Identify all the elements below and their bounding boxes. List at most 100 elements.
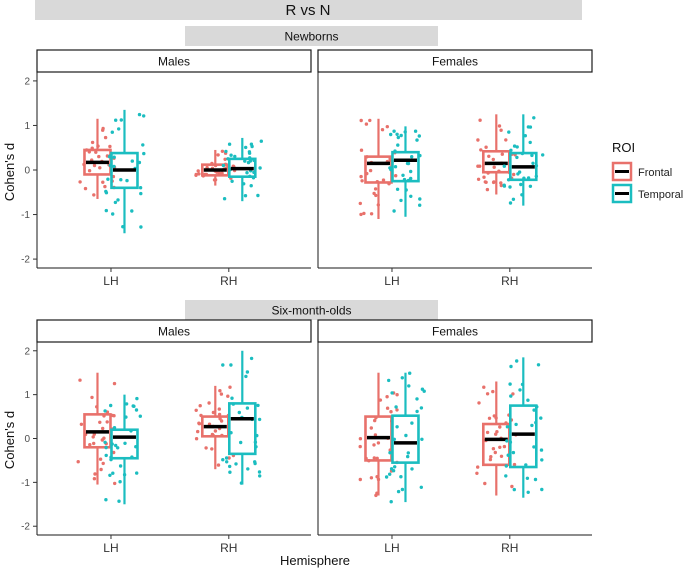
legend-item-frontal: Frontal bbox=[611, 161, 672, 182]
data-point bbox=[393, 165, 398, 169]
data-point bbox=[510, 484, 514, 489]
data-point bbox=[485, 430, 490, 435]
data-point bbox=[223, 157, 227, 161]
data-point bbox=[393, 465, 397, 469]
data-point bbox=[198, 404, 202, 408]
data-point bbox=[196, 169, 200, 173]
data-point bbox=[498, 425, 502, 429]
data-point bbox=[389, 132, 393, 137]
legend-label-temporal: Temporal bbox=[638, 189, 683, 201]
data-point bbox=[141, 143, 145, 147]
data-point bbox=[395, 393, 399, 397]
data-point bbox=[111, 212, 115, 216]
data-point bbox=[395, 425, 399, 429]
data-point bbox=[418, 203, 422, 207]
data-point bbox=[257, 470, 262, 474]
data-point bbox=[101, 128, 105, 132]
group-strip-label-newborns: Newborns bbox=[284, 30, 338, 44]
data-point bbox=[111, 471, 115, 475]
data-point bbox=[528, 140, 532, 145]
y-tick-label: 0 bbox=[24, 166, 30, 177]
data-point bbox=[399, 133, 403, 138]
data-point bbox=[400, 376, 404, 380]
data-point bbox=[504, 474, 508, 478]
data-point bbox=[92, 193, 96, 197]
data-point bbox=[539, 416, 543, 420]
data-point bbox=[373, 433, 378, 437]
data-point bbox=[396, 489, 401, 494]
data-point bbox=[216, 463, 221, 467]
data-point bbox=[482, 385, 486, 389]
six-month-olds-panel-group: Six-month-olds Males -2 -1 0 1 2 LH RH Females LH R… bbox=[21, 300, 593, 555]
facet-strip-males bbox=[36, 319, 312, 343]
data-point bbox=[389, 500, 393, 504]
data-point bbox=[419, 406, 424, 410]
data-point bbox=[499, 183, 503, 188]
data-point bbox=[514, 422, 518, 427]
y-tick-label: 1 bbox=[24, 390, 30, 401]
data-point bbox=[90, 140, 95, 145]
data-point bbox=[97, 154, 101, 159]
data-point bbox=[419, 485, 423, 489]
data-point bbox=[113, 200, 118, 205]
data-point bbox=[197, 172, 201, 176]
data-point bbox=[512, 172, 516, 177]
data-point bbox=[369, 212, 374, 216]
data-point bbox=[528, 125, 533, 129]
data-point bbox=[90, 395, 94, 400]
data-point bbox=[417, 134, 421, 138]
data-point bbox=[228, 464, 232, 469]
data-point bbox=[418, 197, 422, 201]
data-point bbox=[87, 169, 92, 173]
data-point bbox=[258, 166, 262, 170]
facet-strip-males bbox=[36, 49, 312, 73]
data-point bbox=[394, 174, 398, 178]
x-tick-label-lh: LH bbox=[103, 541, 118, 555]
data-point bbox=[530, 153, 534, 158]
data-point bbox=[234, 462, 238, 466]
data-point bbox=[504, 464, 508, 468]
data-point bbox=[491, 447, 496, 451]
data-point bbox=[139, 191, 143, 196]
data-point bbox=[499, 128, 503, 132]
data-point bbox=[112, 164, 116, 169]
box-males-lh-temporal bbox=[104, 109, 146, 234]
data-point bbox=[78, 378, 82, 382]
data-point bbox=[498, 445, 502, 449]
data-point bbox=[134, 408, 139, 412]
box-iqr bbox=[508, 404, 538, 469]
data-point bbox=[373, 187, 378, 191]
data-point bbox=[194, 173, 198, 177]
box-iqr bbox=[228, 402, 257, 456]
data-point bbox=[515, 145, 519, 149]
data-point bbox=[245, 406, 250, 410]
box-males-rh-frontal bbox=[194, 149, 237, 186]
box-males-rh-temporal bbox=[221, 350, 262, 485]
data-point bbox=[541, 153, 545, 157]
data-point bbox=[369, 476, 374, 480]
data-point bbox=[388, 451, 392, 455]
data-point bbox=[114, 118, 118, 122]
y-axis-title-six-month-olds: Cohen's d bbox=[2, 411, 17, 469]
newborns-panel-group: Newborns Males -2 -1 0 1 2 LH RH Females LH RH bbox=[21, 26, 593, 288]
data-point bbox=[196, 429, 200, 434]
data-point bbox=[380, 128, 385, 132]
box-males-lh-temporal bbox=[103, 394, 142, 505]
data-point bbox=[104, 191, 109, 195]
data-point bbox=[213, 429, 218, 433]
data-point bbox=[484, 145, 488, 149]
box-iqr bbox=[110, 428, 139, 460]
data-point bbox=[249, 184, 253, 188]
x-tick-label-rh: RH bbox=[501, 541, 518, 555]
data-point bbox=[368, 168, 373, 173]
data-point bbox=[116, 198, 120, 202]
data-point bbox=[531, 161, 535, 165]
data-point bbox=[539, 448, 544, 452]
data-point bbox=[108, 473, 112, 477]
y-tick-label: 2 bbox=[24, 76, 30, 87]
data-point bbox=[401, 173, 405, 177]
data-point bbox=[197, 421, 201, 425]
data-point bbox=[112, 381, 117, 386]
data-point bbox=[92, 441, 96, 446]
data-point bbox=[512, 144, 517, 148]
